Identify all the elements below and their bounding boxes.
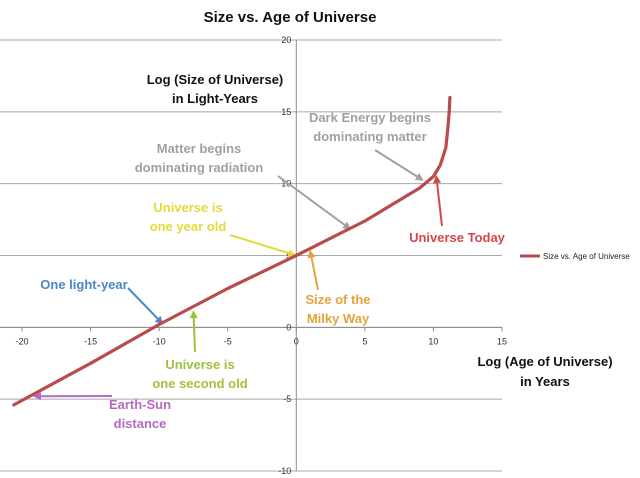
annotation-earth-sun: Earth-Sun <box>109 397 171 412</box>
arrow-milky-way <box>310 257 319 291</box>
x-tick-label: -5 <box>224 336 232 346</box>
annotations: Earth-Sun distance One light-year Universe … <box>40 110 505 431</box>
annotation-dark-energy: Dark Energy begins <box>309 110 431 125</box>
arrowhead-milky-way <box>307 249 316 259</box>
x-axis-label-line-2: in Years <box>520 374 570 389</box>
arrowhead-universe-today <box>433 175 442 184</box>
x-tick-label: -10 <box>153 336 166 346</box>
arrowhead-earth-sun <box>32 392 41 401</box>
legend: Size vs. Age of Universe <box>520 252 630 261</box>
axis-labels: Log (Size of Universe) in Light-Years Lo… <box>147 72 613 389</box>
y-axis-label-line-1: Log (Size of Universe) <box>147 72 284 87</box>
y-tick-label: 20 <box>281 35 291 45</box>
x-tick-label: 10 <box>428 336 438 346</box>
annotation-earth-sun: distance <box>114 416 167 431</box>
annotation-universe-one-second: Universe is <box>165 357 234 372</box>
x-tick-label: 5 <box>362 336 367 346</box>
series-lines <box>12 95 452 407</box>
annotation-universe-today: Universe Today <box>409 230 506 245</box>
x-axis-label-line-1: Log (Age of Universe) <box>477 354 612 369</box>
series-line-0 <box>12 95 452 407</box>
y-tick-label: 0 <box>286 322 291 332</box>
arrow-matter-radiation <box>277 175 346 226</box>
annotation-milky-way: Size of the <box>305 292 370 307</box>
x-tick-label: 15 <box>497 336 507 346</box>
annotation-universe-one-year: Universe is <box>153 200 222 215</box>
y-tick-label: -5 <box>283 394 291 404</box>
arrow-universe-one-second <box>192 318 196 353</box>
annotation-matter-radiation: Matter begins <box>157 141 242 156</box>
annotation-universe-one-year: one year old <box>150 219 227 234</box>
annotation-universe-one-second: one second old <box>152 376 247 391</box>
arrowhead-universe-one-second <box>189 310 198 319</box>
x-tick-label: -15 <box>84 336 97 346</box>
y-tick-label: -10 <box>278 466 291 476</box>
annotation-dark-energy: dominating matter <box>313 129 426 144</box>
arrowhead-dark-energy <box>414 173 424 181</box>
x-tick-label: 0 <box>294 336 299 346</box>
legend-label: Size vs. Age of Universe <box>543 252 630 261</box>
annotation-milky-way: Milky Way <box>307 311 370 326</box>
y-tick-label: 15 <box>281 107 291 117</box>
arrow-dark-energy <box>374 149 418 178</box>
y-axis-label-line-2: in Light-Years <box>172 91 258 106</box>
arrow-one-light-year <box>127 287 159 320</box>
annotation-one-light-year: One light-year <box>40 277 127 292</box>
arrow-universe-today <box>436 182 443 227</box>
x-tick-label: -20 <box>15 336 28 346</box>
annotation-matter-radiation: dominating radiation <box>135 160 264 175</box>
chart-title: Size vs. Age of Universe <box>204 9 377 26</box>
y-tick-label: 10 <box>281 179 291 189</box>
arrow-universe-one-year <box>229 234 289 255</box>
